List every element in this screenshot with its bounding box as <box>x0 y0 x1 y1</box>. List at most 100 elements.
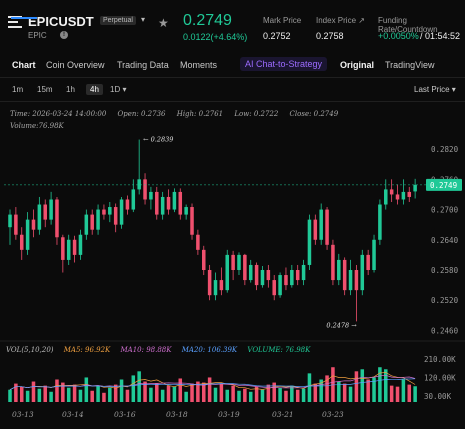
ohlc-low: Low: 0.2722 <box>234 110 279 118</box>
ohlc-high: High: 0.2761 <box>176 110 224 118</box>
candle-body <box>102 209 106 215</box>
ohlc-open: Open: 0.2736 <box>117 110 166 118</box>
volume-bar <box>413 386 417 402</box>
tab-tradingview[interactable]: TradingView <box>385 60 435 70</box>
volume-bar <box>149 387 153 402</box>
star-icon[interactable]: ★ <box>158 16 169 30</box>
candle-body <box>196 234 200 250</box>
volume-bar <box>372 377 376 402</box>
candle-body <box>331 244 335 281</box>
candle-body <box>78 234 83 255</box>
volume-bar <box>19 386 24 402</box>
ohlc-readout: Time: 2026-03-24 14:00:00 Open: 0.2736 H… <box>10 110 347 118</box>
price-source-dropdown[interactable]: Last Price ▾ <box>414 85 456 94</box>
candle-body <box>243 254 247 281</box>
x-tick-label: 03-16 <box>114 410 136 419</box>
interval-1m[interactable]: 1m <box>12 85 24 94</box>
candle-body <box>354 270 359 291</box>
index-price-label[interactable]: Index Price ↗ <box>316 16 365 25</box>
volume-bar <box>96 385 100 402</box>
volume-bar <box>401 379 406 402</box>
volume-bar <box>378 367 382 402</box>
volume-bar <box>66 387 71 402</box>
volume-bar <box>201 382 206 402</box>
ohlc-volume: Volume:76.98K <box>10 122 64 130</box>
volume-bar <box>278 387 282 402</box>
x-tick-label: 03-19 <box>218 410 240 419</box>
mark-price-label: Mark Price <box>263 16 302 25</box>
tab-ai-chat-to-strategy[interactable]: AI Chat-to-Strategy <box>240 57 328 71</box>
contract-type-badge: Perpetual <box>100 16 136 25</box>
volume-bar <box>14 383 18 402</box>
volume-bar <box>219 383 224 402</box>
volume-bar <box>260 389 265 402</box>
volume-bar <box>272 382 276 402</box>
volume-bar <box>90 390 94 402</box>
volume-bar <box>301 388 306 402</box>
interval-1d-dropdown[interactable]: 1D ▾ <box>110 85 127 94</box>
candle-body <box>31 219 36 230</box>
volume-legend: VOL(5,10,20) MA5: 96.92K MA10: 98.88K MA… <box>6 346 318 354</box>
candle-body <box>395 194 400 200</box>
volume-bar <box>243 388 247 402</box>
y-tick-label: 0.2640 <box>431 236 459 245</box>
high-annotation: ← 0.2839 <box>143 136 173 144</box>
candle-body <box>260 270 265 286</box>
funding-countdown: / 01:54:52 <box>420 31 461 41</box>
volume-bar <box>178 378 183 402</box>
candle-body <box>319 209 323 240</box>
interval-15m[interactable]: 15m <box>37 85 53 94</box>
volume-bar <box>125 389 130 402</box>
tab-original[interactable]: Original <box>340 60 375 70</box>
info-icon[interactable]: ! <box>60 31 68 39</box>
symbol-title[interactable]: EPICUSDT <box>28 14 94 29</box>
volume-bar <box>395 386 400 402</box>
volume-bar <box>160 389 165 402</box>
candle-body <box>290 270 294 286</box>
mark-price-value: 0.2752 <box>263 31 291 41</box>
volume-bar <box>319 379 323 402</box>
volume-bar <box>307 373 312 402</box>
active-tab-indicator <box>11 17 37 19</box>
volume-bar <box>290 385 294 402</box>
ma10-label: MA10: 98.88K <box>120 346 172 354</box>
tab-chart[interactable]: Chart <box>12 60 36 70</box>
candle-body <box>137 179 141 190</box>
candle-body <box>19 234 24 250</box>
candle-body <box>172 191 177 210</box>
chevron-down-icon[interactable]: ▾ <box>141 15 146 24</box>
candle-body <box>96 209 100 230</box>
chart-tabs: Chart Coin Overview Trading Data Moments… <box>0 56 465 76</box>
candle-body <box>55 199 59 238</box>
volume-bar <box>190 383 194 402</box>
candle-body <box>131 189 136 210</box>
candle-body <box>166 196 171 210</box>
volume-bar <box>119 379 124 402</box>
interval-4h[interactable]: 4h <box>86 84 103 95</box>
volume-bar <box>325 375 329 402</box>
last-price: 0.2749 <box>183 12 232 29</box>
candle-body <box>219 280 224 291</box>
candle-body <box>295 270 300 281</box>
volume-bar <box>137 371 141 402</box>
candle-body <box>237 254 241 270</box>
candle-body <box>413 184 417 192</box>
y-tick-label: 0.2580 <box>431 266 459 275</box>
x-tick-label: 03-21 <box>272 410 294 419</box>
candle-body <box>207 270 212 296</box>
interval-1h[interactable]: 1h <box>66 85 75 94</box>
candle-body <box>278 275 282 296</box>
funding-rate-label: Funding Rate/Countdown <box>378 16 438 34</box>
candle-body <box>384 189 388 205</box>
funding-rate-value: +0.0050% <box>378 31 419 41</box>
tab-coin-overview[interactable]: Coin Overview <box>46 60 105 70</box>
volume-tick-label: 30.00K <box>424 392 452 401</box>
candle-body <box>325 209 329 245</box>
volume-bar <box>108 387 112 402</box>
candle-body <box>84 214 89 235</box>
tab-trading-data[interactable]: Trading Data <box>117 60 169 70</box>
tab-moments[interactable]: Moments <box>180 60 218 70</box>
candle-body <box>378 204 382 240</box>
candle-body <box>14 214 18 235</box>
